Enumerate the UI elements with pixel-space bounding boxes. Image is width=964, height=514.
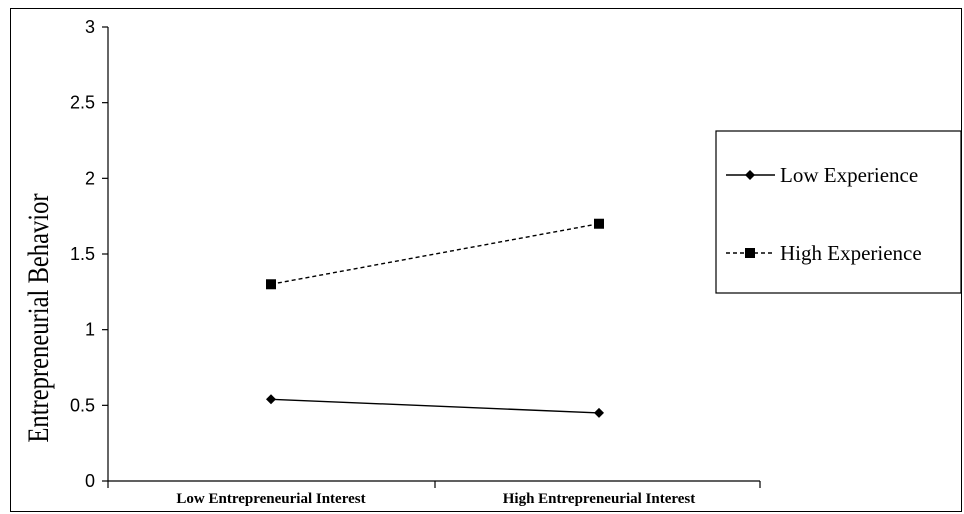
series-line (270, 398, 600, 414)
data-point (594, 218, 604, 229)
legend-label: High Experience (780, 241, 922, 265)
legend-box (715, 130, 962, 294)
legend: Low Experience High Experience (715, 130, 962, 294)
y-tick-label: 1.5 (70, 244, 95, 264)
data-point (266, 394, 276, 405)
y-tick-label: 2.5 (70, 93, 95, 113)
series-high-experience (266, 218, 604, 290)
data-point (266, 279, 276, 290)
x-category-label: High Entrepreneurial Interest (503, 491, 696, 507)
y-tick-label: 1 (85, 320, 95, 340)
series-line (270, 223, 600, 285)
series-low-experience (266, 394, 604, 418)
legend-marker (745, 248, 755, 258)
data-point (594, 407, 604, 418)
y-tick-label: 0.5 (70, 395, 95, 415)
y-tick-label: 0 (85, 471, 95, 491)
legend-label: Low Experience (780, 163, 918, 187)
axes: 0 0.5 1 1.5 2 2.5 3 Low Entrepreneurial Interes… (22, 17, 761, 507)
legend-marker (745, 170, 755, 180)
y-tick-label: 3 (85, 17, 95, 37)
y-axis-title: Entrepreneurial Behavior (22, 193, 55, 442)
series-layer (266, 218, 604, 418)
x-category-label: Low Entrepreneurial Interest (176, 491, 365, 507)
y-tick-label: 2 (85, 168, 95, 188)
